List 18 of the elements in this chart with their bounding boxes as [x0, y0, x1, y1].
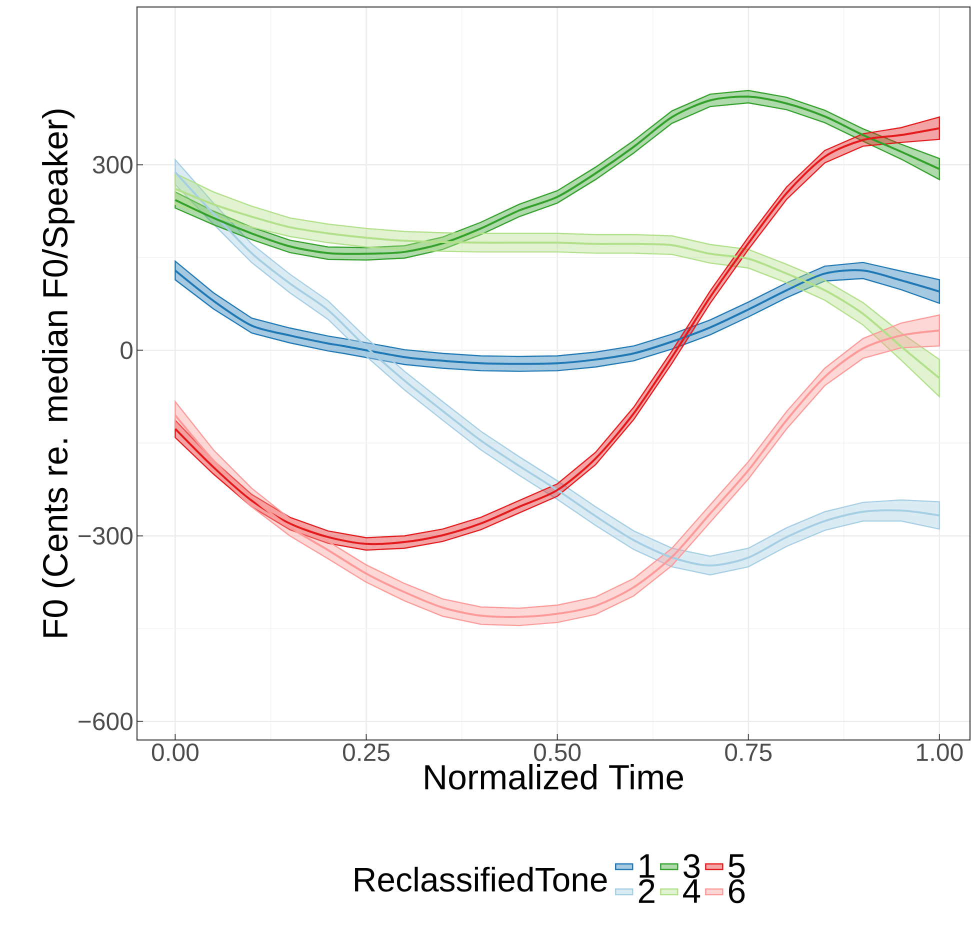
y-tick-label: −600	[78, 712, 133, 730]
x-tick-label: 0.50	[534, 744, 581, 762]
legend-label: 4	[683, 879, 700, 903]
legend-title: ReclassifiedTone	[355, 866, 607, 892]
legend-label: 5	[728, 854, 745, 878]
x-tick-label: 0.75	[725, 744, 772, 762]
y-tick-label: 300	[92, 156, 133, 174]
x-axis-title: Normalized Time	[425, 764, 684, 790]
legend-label: 3	[684, 854, 700, 878]
y-axis-title: F0 (Cents re. median F0/Speaker)	[42, 110, 75, 637]
legend-label: 6	[729, 879, 745, 904]
y-tick-label: −300	[78, 527, 133, 545]
x-tick-label: 1.00	[917, 744, 963, 762]
x-tick-label: 0.25	[343, 744, 390, 762]
legend-label: 1	[640, 854, 654, 878]
x-tick-label: 0.00	[152, 744, 198, 762]
legend-label: 2	[638, 879, 654, 903]
y-tick-label: 0	[120, 341, 133, 360]
